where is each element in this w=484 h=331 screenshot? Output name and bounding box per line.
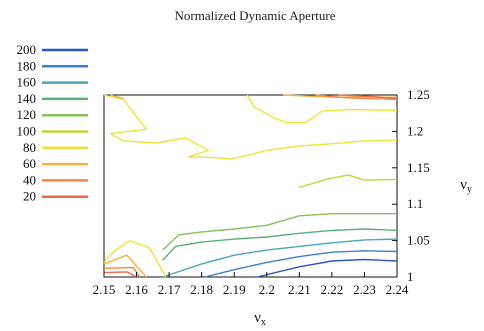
y-tick-label: 1: [407, 269, 414, 284]
x-tick-label: 2.17: [158, 282, 181, 297]
y-axis-label-subscript: y: [467, 184, 472, 195]
x-tick-label: 2.16: [125, 282, 148, 297]
legend-label-100: 100: [17, 124, 37, 139]
chart-title: Normalized Dynamic Aperture: [175, 8, 336, 23]
x-tick-label: 2.21: [288, 282, 311, 297]
legend-label-200: 200: [17, 42, 37, 57]
contour-line-100-5: [299, 174, 398, 189]
contour-line-60-10: [103, 254, 147, 278]
x-tick-label: 2.23: [353, 282, 376, 297]
contour-line-40-13: [315, 94, 398, 101]
y-axis-label: νy: [460, 177, 472, 195]
x-tick-label: 2.24: [386, 282, 409, 297]
legend-label-160: 160: [17, 75, 37, 90]
plot-frame: [103, 94, 398, 278]
contour-line-60-9: [110, 94, 124, 100]
contour-line-140-3: [162, 228, 398, 261]
legend-label-60: 60: [23, 156, 36, 171]
contour-line-80-7: [246, 94, 398, 124]
x-tick-label: 2.15: [93, 282, 116, 297]
contour-line-120-4: [162, 212, 397, 251]
contour-line-160-2: [162, 238, 398, 278]
legend-label-40: 40: [23, 172, 36, 187]
x-tick-label: 2.22: [321, 282, 344, 297]
y-tick-label: 1.15: [407, 160, 430, 175]
legend-label-140: 140: [17, 91, 37, 106]
legend-label-20: 20: [23, 189, 36, 204]
x-axis-label-main: ν: [254, 310, 261, 326]
legend-label-80: 80: [23, 140, 36, 155]
contour-line-40-12: [103, 266, 141, 278]
x-tick-label: 2.2: [259, 282, 275, 297]
y-axis-label-main: ν: [460, 177, 467, 193]
contour-line-180-1: [204, 250, 398, 278]
x-tick-label: 2.18: [190, 282, 213, 297]
y-tick-label: 1.1: [407, 196, 423, 211]
y-tick-label: 1.05: [407, 233, 430, 248]
axis-ticks: 2.15 2.16 2.17 2.18 2.19 2.2 2.21 2.22 2.23 2.241…: [93, 87, 430, 297]
contour-line-80-6: [103, 94, 398, 160]
x-tick-label: 2.19: [223, 282, 246, 297]
legend-label-180: 180: [17, 58, 37, 73]
contour-lines: [103, 94, 398, 278]
legend-label-120: 120: [17, 107, 37, 122]
contour-line-20-14: [103, 271, 137, 278]
x-axis-label: νx: [254, 310, 266, 328]
contour-line-20-15: [338, 94, 398, 100]
y-tick-label: 1.2: [407, 123, 423, 138]
contour-line-80-8: [103, 239, 167, 278]
contour-line-200-0: [256, 258, 398, 278]
y-tick-label: 1.25: [407, 87, 430, 102]
x-axis-label-subscript: x: [261, 317, 266, 328]
